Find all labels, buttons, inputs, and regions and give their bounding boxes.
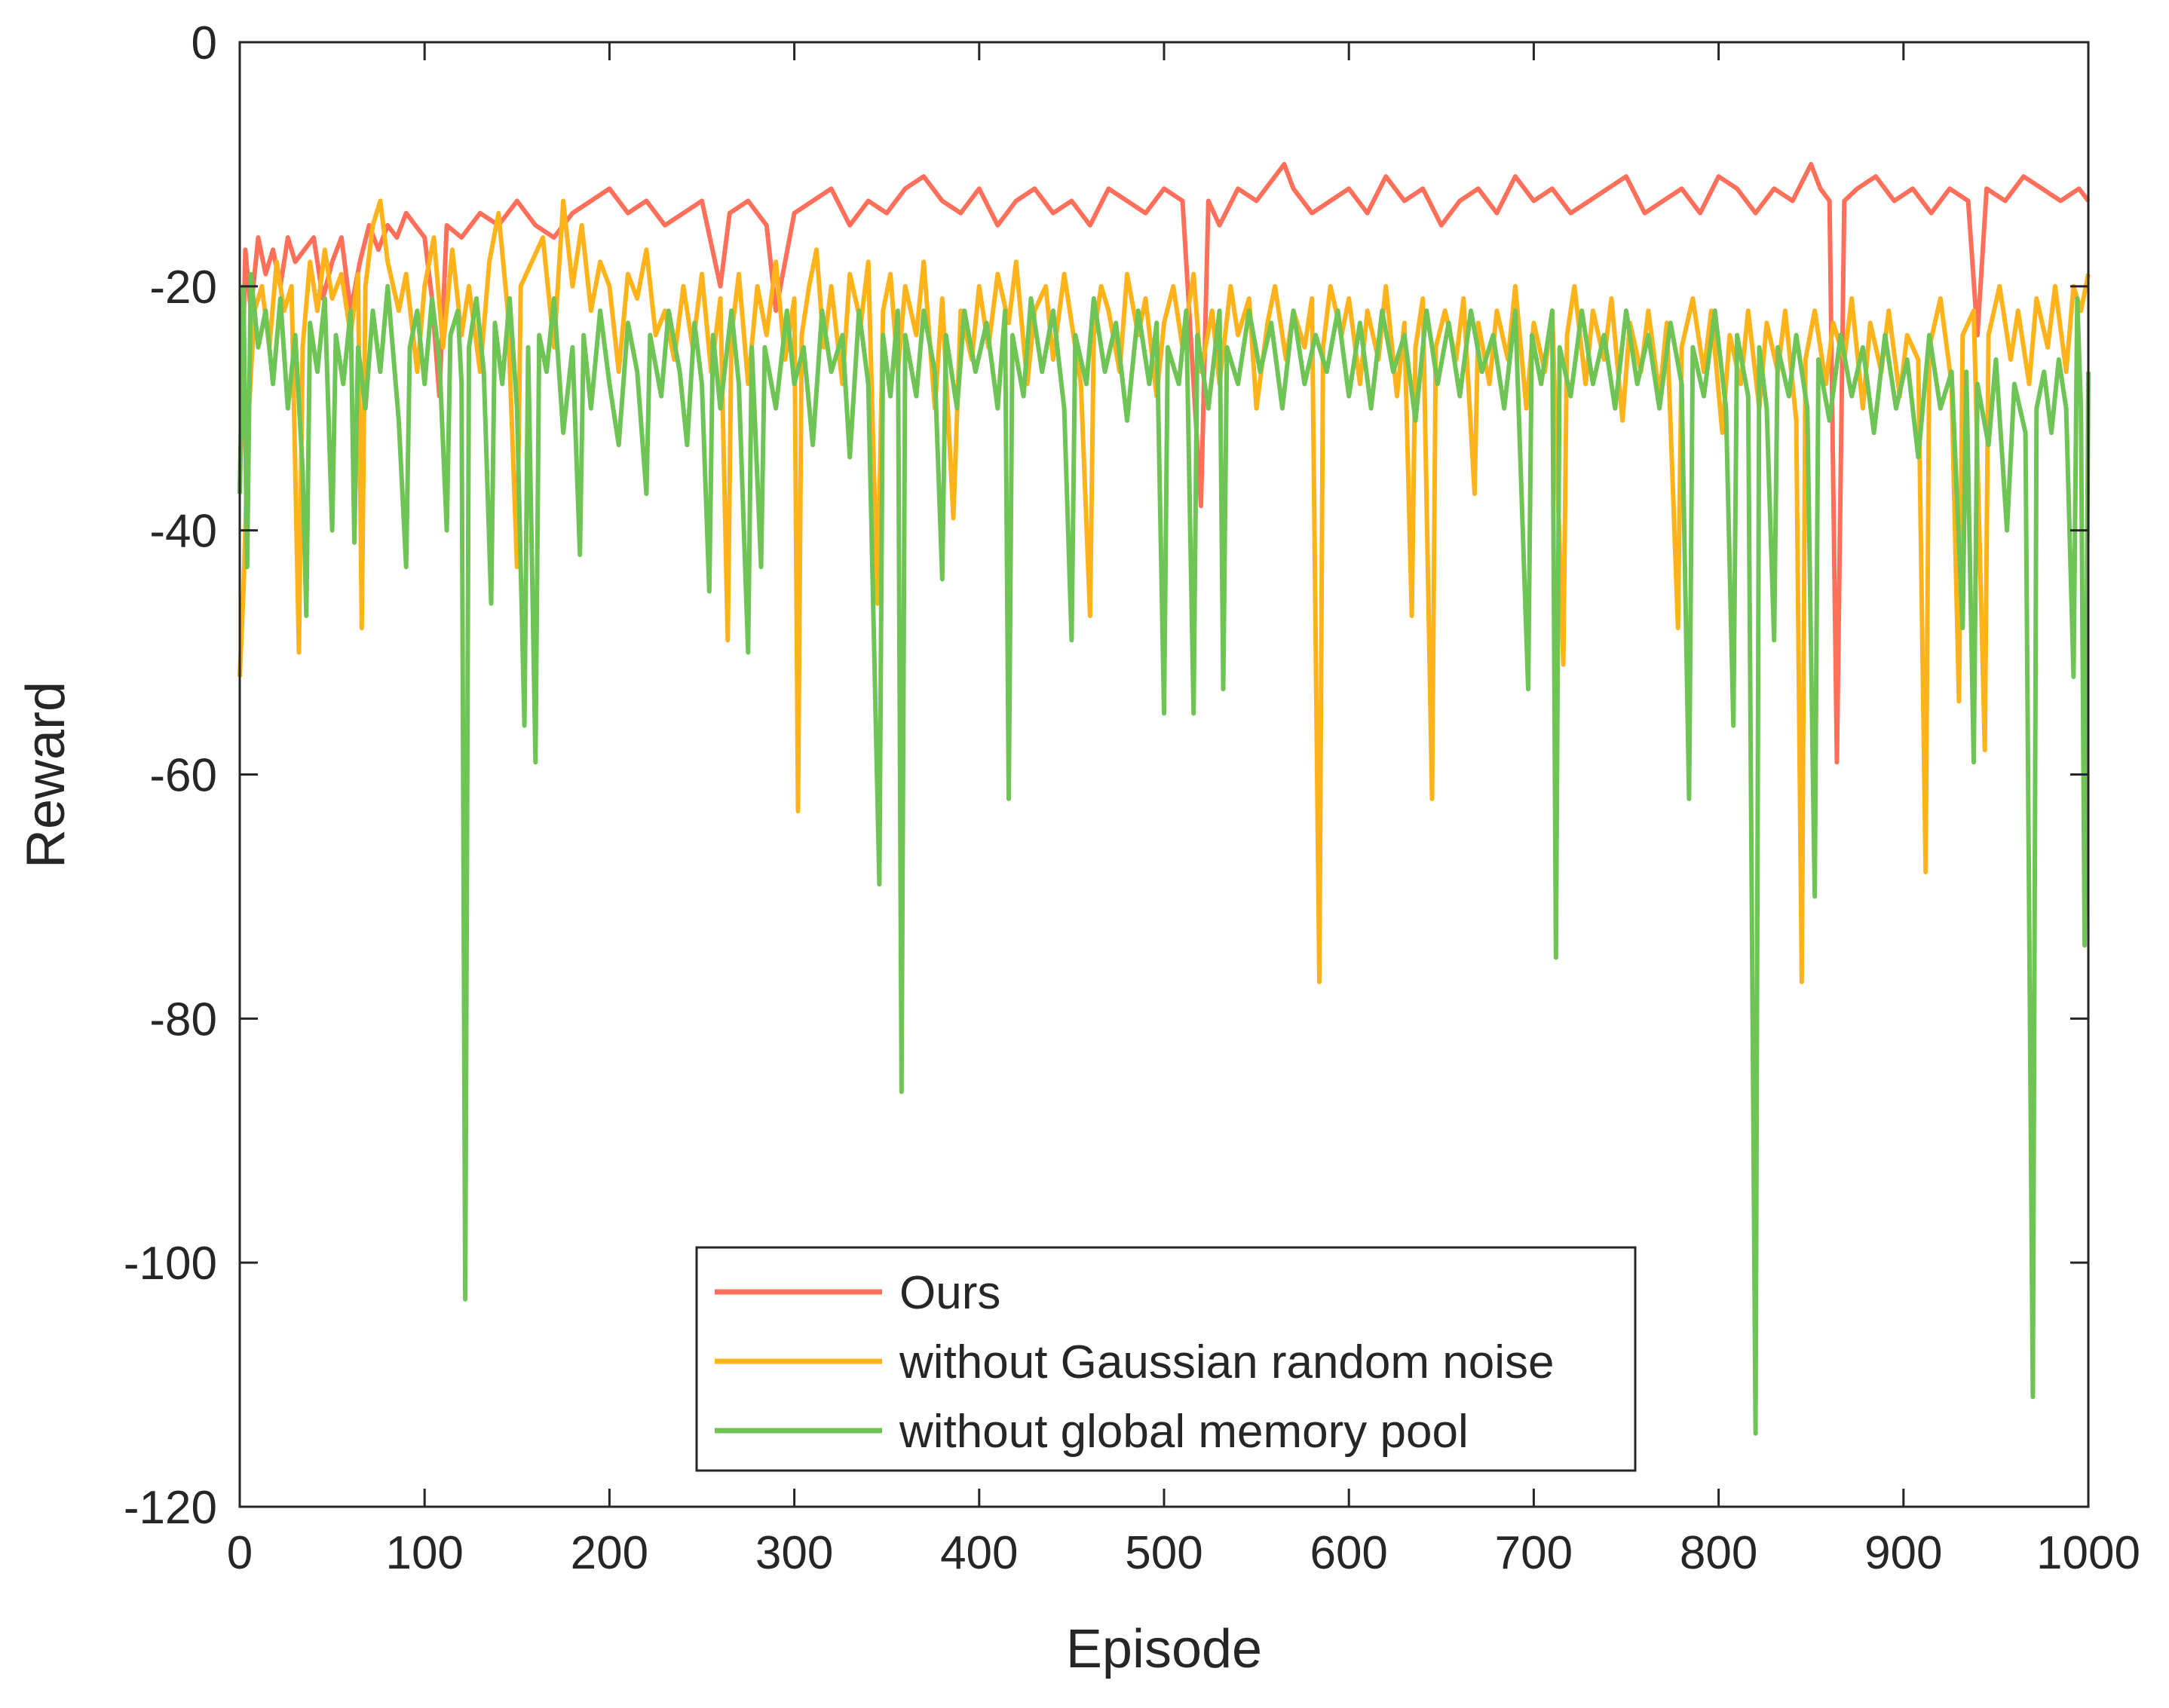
x-tick-label: 400 (940, 1527, 1018, 1579)
y-tick-label: 0 (191, 17, 217, 69)
y-tick-label: -80 (149, 993, 217, 1045)
series-line-0 (237, 161, 2091, 765)
legend: Ours without Gaussian random noise witho… (695, 1246, 1637, 1472)
x-axis: 0 100 200 300 400 500 600 700 800 900 1000 (227, 42, 2140, 1579)
legend-entry-without-global-memory-pool: without global memory pool (899, 1406, 1469, 1458)
x-tick-label: 700 (1495, 1527, 1573, 1579)
x-tick-label: 200 (571, 1527, 648, 1579)
y-tick-label: -40 (149, 506, 217, 558)
x-tick-label: 600 (1310, 1527, 1387, 1579)
y-tick-label: -120 (124, 1482, 217, 1534)
legend-entry-ours: Ours (899, 1267, 1000, 1319)
x-tick-label: 1000 (2036, 1527, 2140, 1579)
y-tick-label: -60 (149, 750, 217, 802)
y-axis-label: Reward (16, 681, 76, 868)
series-layer (237, 161, 2091, 1436)
y-tick-label: -20 (149, 262, 217, 314)
x-tick-label: 300 (755, 1527, 833, 1579)
y-tick-label: -100 (124, 1238, 217, 1290)
legend-entry-without-gaussian-noise: without Gaussian random noise (899, 1336, 1554, 1388)
y-axis: 0 -20 -40 -60 -80 -100 -120 (124, 17, 2088, 1534)
x-tick-label: 800 (1680, 1527, 1757, 1579)
x-tick-label: 500 (1125, 1527, 1202, 1579)
x-tick-label: 100 (385, 1527, 463, 1579)
x-tick-label: 900 (1864, 1527, 1942, 1579)
x-tick-label: 0 (227, 1527, 253, 1579)
series-line-2 (237, 271, 2091, 1436)
x-axis-label: Episode (1066, 1619, 1262, 1679)
